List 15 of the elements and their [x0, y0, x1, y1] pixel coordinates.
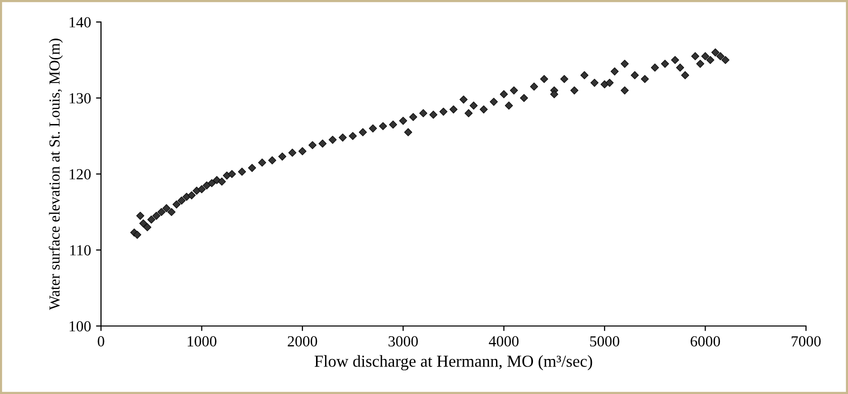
- y-tick-label: 120: [70, 169, 91, 180]
- x-axis-title: Flow discharge at Hermann, MO (m³/sec): [314, 355, 592, 370]
- x-tick-label: 2000: [288, 336, 318, 346]
- y-tick-label: 130: [70, 93, 91, 104]
- y-tick-label: 140: [70, 17, 91, 28]
- x-tick-label: 1000: [188, 336, 216, 346]
- x-tick-label: 4000: [488, 336, 519, 346]
- y-tick-label: 100: [70, 321, 91, 332]
- y-tick-label: 110: [70, 245, 91, 256]
- x-tick-label: 0: [98, 336, 104, 346]
- x-tick-label: 5000: [590, 336, 620, 346]
- y-axis-title: Water surface elevation at St. Louis, MO(m): [48, 38, 63, 310]
- x-tick-label: 7000: [792, 336, 821, 346]
- x-tick-label: 6000: [690, 336, 720, 346]
- x-tick-label: 3000: [388, 336, 418, 346]
